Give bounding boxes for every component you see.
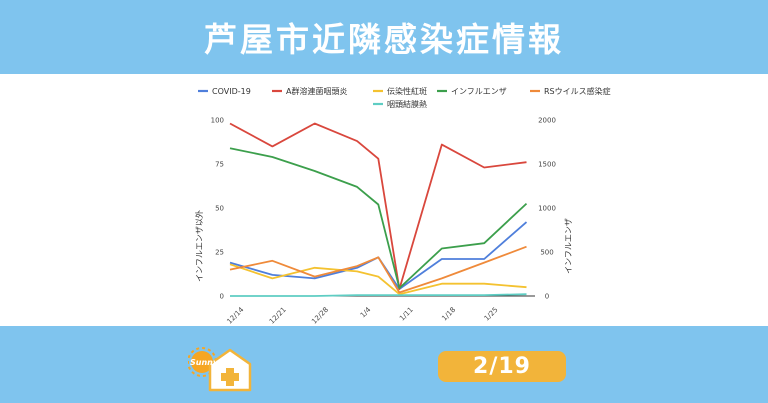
series-line bbox=[229, 221, 528, 290]
legend-item: 咽頭結膜熱 bbox=[373, 99, 427, 109]
line-chart: COVID-19 A群溶連菌咽頭炎 伝染性紅斑 インフルエンザ RSウイルス感染症咽頭結… bbox=[194, 86, 611, 326]
logo-word: Sunny bbox=[190, 358, 219, 367]
y-right-tick-label: 500 bbox=[540, 249, 553, 257]
y-right-tick-label: 1500 bbox=[538, 161, 556, 169]
legend-label: 伝染性紅斑 bbox=[387, 86, 427, 96]
footer-bar bbox=[0, 326, 768, 403]
legend-label: 咽頭結膜熱 bbox=[387, 99, 427, 109]
date-badge: 2/19 bbox=[438, 351, 566, 382]
y-axis-right-title: インフルエンザ bbox=[564, 218, 573, 274]
chart-series bbox=[229, 122, 528, 297]
chart-legend: COVID-19 A群溶連菌咽頭炎 伝染性紅斑 インフルエンザ RSウイルス感染症咽頭結… bbox=[198, 86, 611, 109]
legend-item: RSウイルス感染症 bbox=[530, 86, 611, 96]
x-tick-label: 1/18 bbox=[440, 306, 457, 323]
chart-panel: COVID-19 A群溶連菌咽頭炎 伝染性紅斑 インフルエンザ RSウイルス感染症 咽頭結… bbox=[0, 74, 768, 326]
legend-item: A群溶連菌咽頭炎 bbox=[272, 86, 347, 96]
y-right-tick-label: 2000 bbox=[538, 117, 556, 125]
x-tick-label: 12/14 bbox=[225, 305, 245, 325]
page-title: 芦屋市近隣感染症情報 bbox=[204, 20, 564, 59]
series-line bbox=[229, 263, 527, 296]
series-line bbox=[229, 122, 527, 290]
x-tick-label: 12/21 bbox=[268, 306, 288, 326]
series-line bbox=[230, 293, 527, 297]
legend-label: A群溶連菌咽頭炎 bbox=[286, 86, 347, 96]
x-tick-label: 12/28 bbox=[310, 306, 330, 326]
header-bar: 芦屋市近隣感染症情報 bbox=[0, 0, 768, 74]
legend-item: 伝染性紅斑 bbox=[373, 86, 427, 96]
y-left-tick-label: 50 bbox=[215, 205, 224, 213]
series-line bbox=[229, 147, 528, 290]
x-tick-label: 1/4 bbox=[359, 305, 373, 319]
y-left-tick-label: 0 bbox=[220, 293, 224, 301]
legend-item: インフルエンザ bbox=[437, 87, 507, 96]
y-left-tick-label: 100 bbox=[211, 117, 224, 125]
y-left-tick-label: 25 bbox=[215, 249, 224, 257]
legend-label: COVID-19 bbox=[212, 87, 251, 96]
legend-label: RSウイルス感染症 bbox=[544, 86, 611, 96]
house-icon bbox=[208, 348, 252, 392]
legend-label: インフルエンザ bbox=[451, 87, 507, 96]
y-right-tick-label: 0 bbox=[545, 293, 549, 301]
y-axis-left-title: インフルエンザ以外 bbox=[194, 210, 204, 282]
x-tick-label: 1/25 bbox=[483, 306, 500, 323]
y-left-tick-label: 75 bbox=[215, 161, 224, 169]
x-tick-label: 1/11 bbox=[398, 306, 415, 323]
y-right-tick-label: 1000 bbox=[538, 205, 556, 213]
series-line bbox=[229, 245, 527, 294]
sunny-logo: Sunny bbox=[188, 347, 252, 392]
date-label: 2/19 bbox=[473, 354, 531, 379]
legend-item: COVID-19 bbox=[198, 87, 251, 96]
